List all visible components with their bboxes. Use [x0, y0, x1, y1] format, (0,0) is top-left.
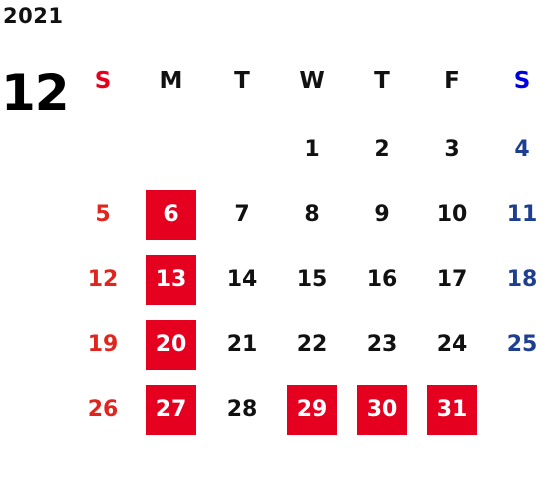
weekday-header-tuesday: T [234, 67, 250, 94]
day-cell-9[interactable]: 9 [374, 202, 390, 227]
day-cell-1[interactable]: 1 [304, 137, 320, 162]
day-cell-19[interactable]: 19 [87, 332, 119, 357]
day-cell-5[interactable]: 5 [95, 202, 111, 227]
weekday-header-thursday: T [374, 67, 390, 94]
day-cell-24[interactable]: 24 [436, 332, 468, 357]
day-cell-27[interactable]: 27 [146, 385, 196, 435]
weekday-header-saturday: S [513, 67, 531, 94]
day-cell-7[interactable]: 7 [234, 202, 250, 227]
weekday-header-monday: M [159, 67, 183, 94]
day-cell-20[interactable]: 20 [146, 320, 196, 370]
day-cell-13[interactable]: 13 [146, 255, 196, 305]
day-cell-29[interactable]: 29 [287, 385, 337, 435]
day-cell-17[interactable]: 17 [436, 267, 468, 292]
day-cell-6[interactable]: 6 [146, 190, 196, 240]
year-label: 2021 [3, 4, 64, 28]
day-cell-8[interactable]: 8 [304, 202, 320, 227]
day-cell-12[interactable]: 12 [87, 267, 119, 292]
day-cell-16[interactable]: 16 [366, 267, 398, 292]
day-cell-30[interactable]: 30 [357, 385, 407, 435]
day-cell-22[interactable]: 22 [296, 332, 328, 357]
day-cell-3[interactable]: 3 [444, 137, 460, 162]
month-number: 12 [1, 64, 70, 122]
day-cell-2[interactable]: 2 [374, 137, 390, 162]
day-cell-14[interactable]: 14 [226, 267, 258, 292]
day-cell-31[interactable]: 31 [427, 385, 477, 435]
day-cell-26[interactable]: 26 [87, 397, 119, 422]
day-cell-15[interactable]: 15 [296, 267, 328, 292]
day-cell-11[interactable]: 11 [506, 202, 538, 227]
day-cell-28[interactable]: 28 [226, 397, 258, 422]
day-cell-10[interactable]: 10 [436, 202, 468, 227]
weekday-header-sunday: S [94, 67, 112, 94]
weekday-header-friday: F [444, 67, 460, 94]
day-cell-21[interactable]: 21 [226, 332, 258, 357]
weekday-header-wednesday: W [299, 67, 325, 94]
day-cell-23[interactable]: 23 [366, 332, 398, 357]
day-cell-25[interactable]: 25 [506, 332, 538, 357]
day-cell-18[interactable]: 18 [506, 267, 538, 292]
day-cell-4[interactable]: 4 [514, 137, 530, 162]
